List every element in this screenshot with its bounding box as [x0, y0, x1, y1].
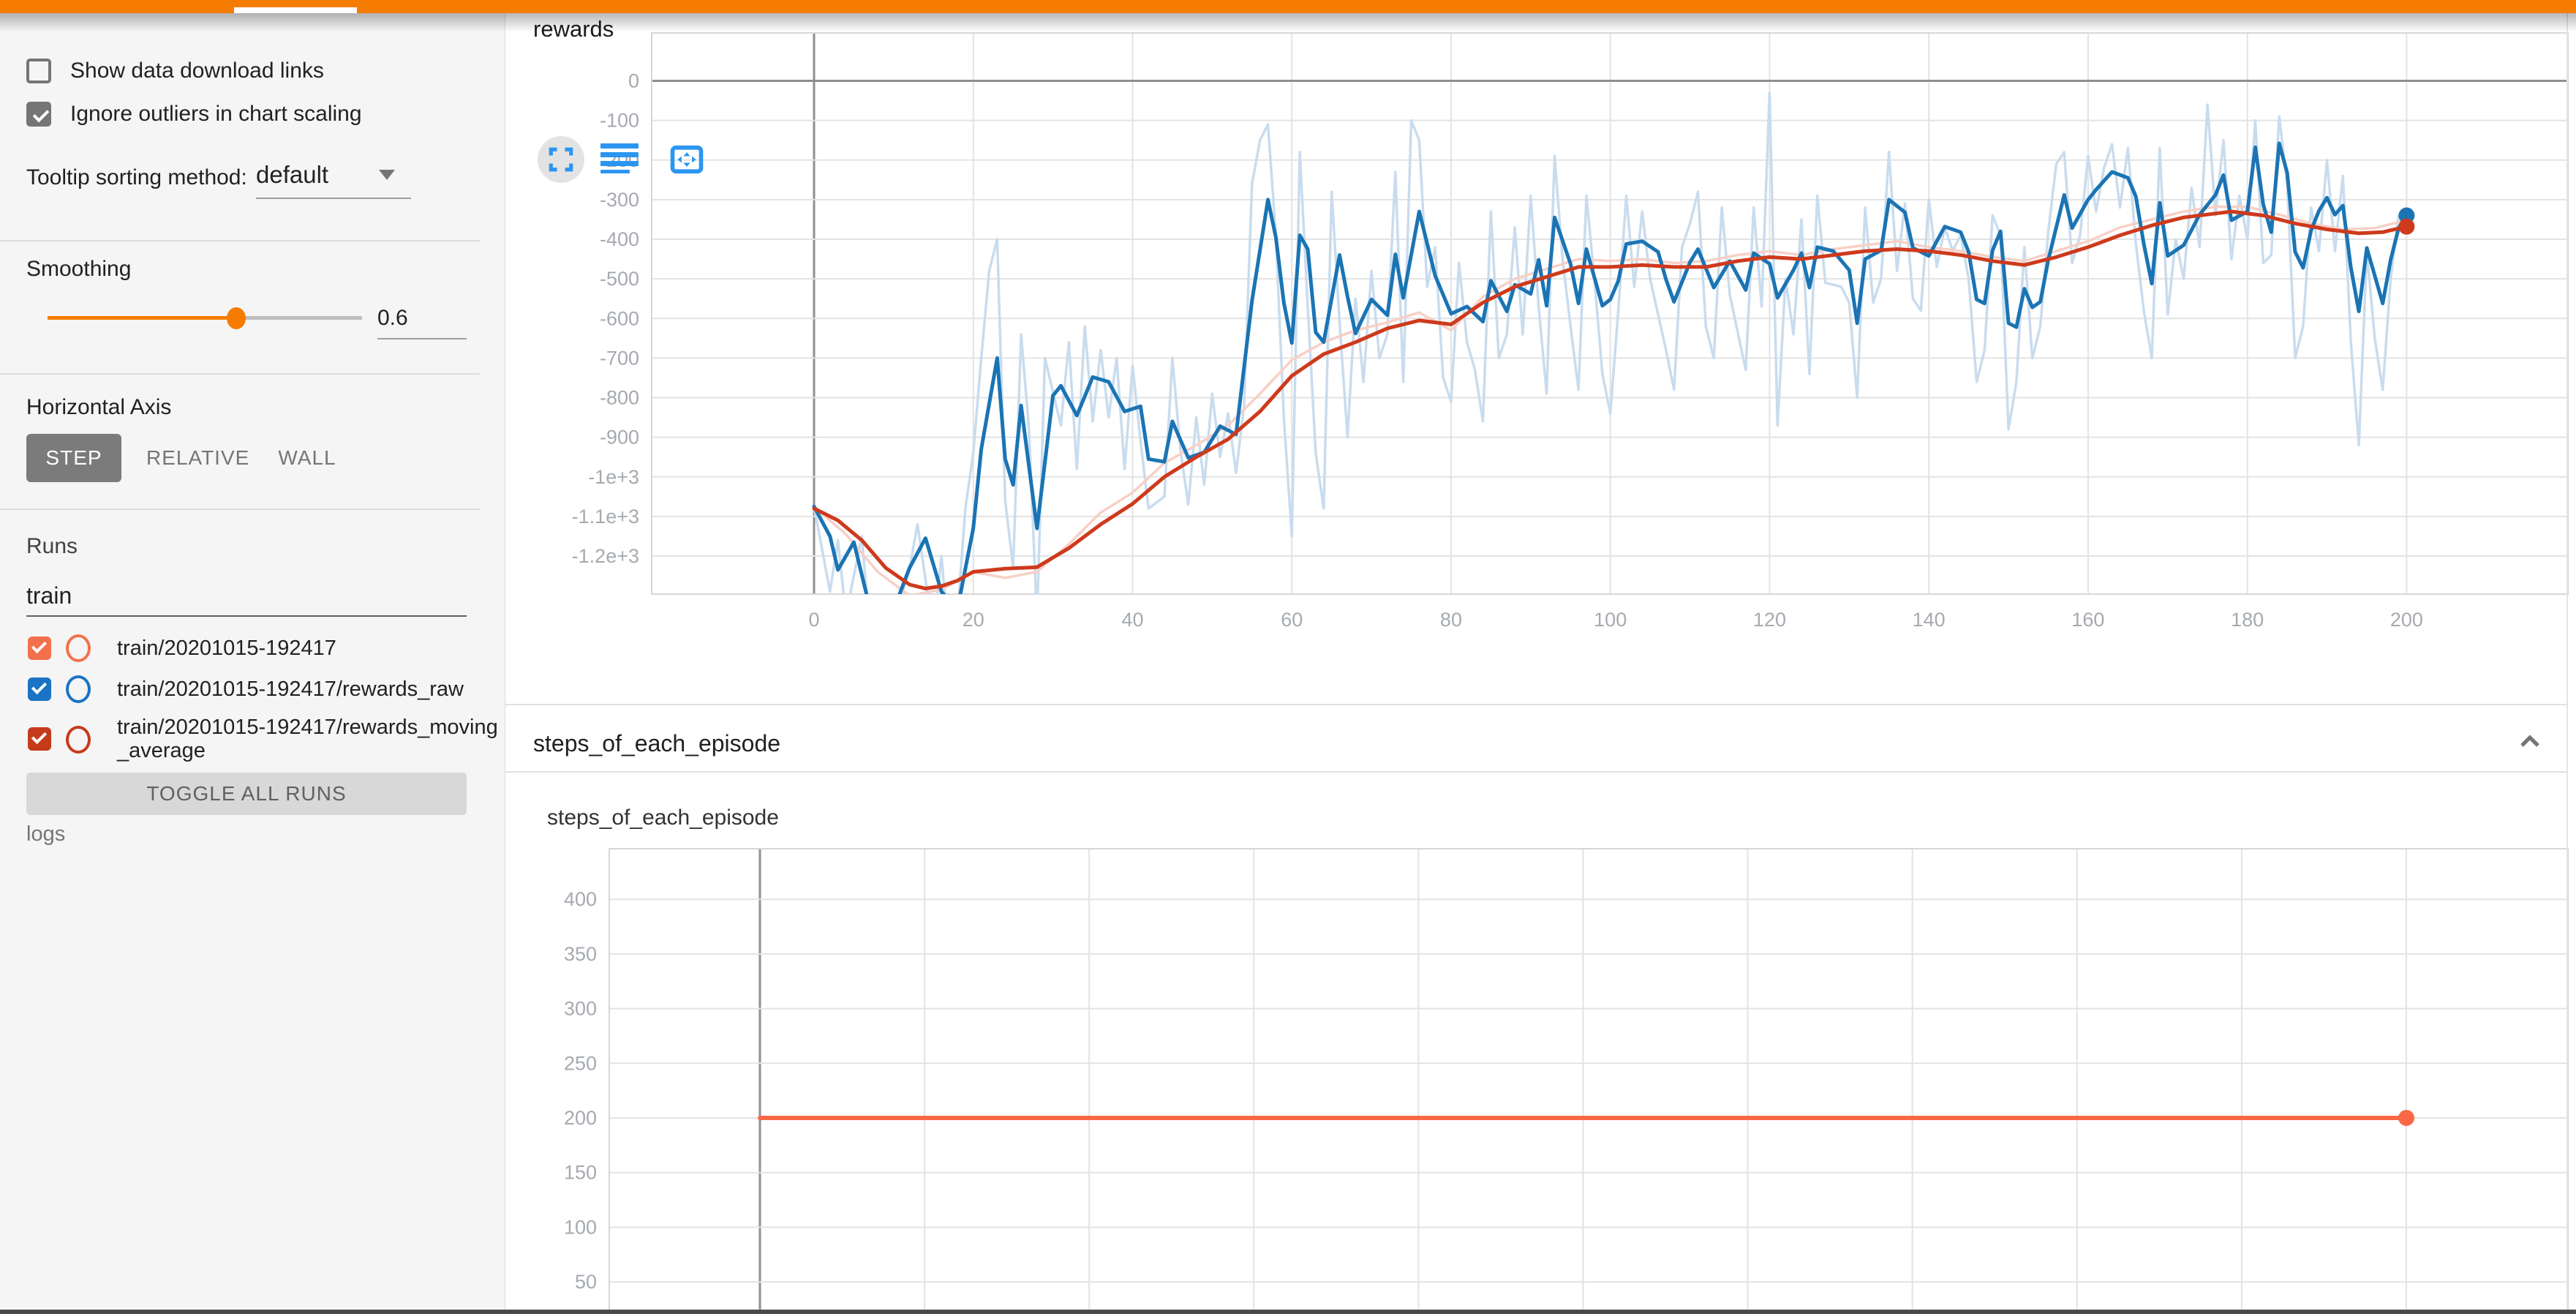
run-checkbox[interactable]	[28, 727, 51, 751]
svg-text:180: 180	[2231, 609, 2264, 631]
svg-text:200: 200	[2390, 609, 2423, 631]
sidebar-divider	[0, 508, 480, 510]
svg-text:100: 100	[1594, 609, 1627, 631]
run-row[interactable]: train/20201015-192417/rewards_moving_ave…	[28, 716, 505, 762]
svg-text:250: 250	[564, 1052, 597, 1074]
app-bar	[0, 0, 2576, 13]
svg-text:40: 40	[1121, 609, 1143, 631]
axis-step-button[interactable]: STEP	[26, 434, 121, 482]
smoothing-value-underline	[377, 338, 467, 339]
svg-text:-900: -900	[600, 427, 639, 448]
svg-text:50: 50	[575, 1271, 597, 1293]
run-label: train/20201015-192417	[117, 637, 336, 660]
show-data-download-links-checkbox[interactable]	[26, 59, 51, 83]
steps-chart-title: steps_of_each_episode	[547, 806, 779, 830]
show-data-download-links-checkbox-row[interactable]: Show data download links	[26, 59, 324, 83]
run-label: train/20201015-192417/rewards_moving_ave…	[117, 716, 498, 762]
run-row[interactable]: train/20201015-192417	[28, 634, 336, 662]
steps-chart[interactable]: 400 350 300 250 200 150 100 50	[505, 841, 2576, 1314]
main-content: rewards 0 20 40 60 80 100 120 140 160 180 200 0 -100…	[505, 13, 2576, 1314]
dropdown-underline	[256, 198, 411, 199]
expand-chart-icon[interactable]	[545, 143, 577, 179]
svg-text:200: 200	[564, 1107, 597, 1129]
svg-text:140: 140	[1913, 609, 1946, 631]
ignore-outliers-checkbox-row[interactable]: Ignore outliers in chart scaling	[26, 102, 362, 127]
collapse-section-chevron[interactable]	[2512, 724, 2547, 763]
horizontal-axis-label: Horizontal Axis	[26, 395, 172, 419]
run-row[interactable]: train/20201015-192417/rewards_raw	[28, 675, 464, 703]
rewards-chart[interactable]: 0 20 40 60 80 100 120 140 160 180 2000-100-200-300…	[505, 29, 2576, 653]
svg-text:120: 120	[1753, 609, 1786, 631]
svg-text:80: 80	[1440, 609, 1462, 631]
toolbar-hover-circle	[538, 136, 584, 183]
svg-text:160: 160	[2071, 609, 2104, 631]
runs-filter-underline	[26, 615, 467, 617]
run-label: train/20201015-192417/rewards_raw	[117, 677, 464, 701]
svg-text:60: 60	[1281, 609, 1303, 631]
svg-text:20: 20	[963, 609, 984, 631]
svg-text:-1.2e+3: -1.2e+3	[572, 545, 639, 567]
svg-text:350: 350	[564, 943, 597, 965]
svg-text:400: 400	[564, 888, 597, 910]
svg-text:0: 0	[808, 609, 819, 631]
svg-text:-400: -400	[600, 228, 639, 250]
run-color-radio[interactable]	[66, 634, 91, 662]
chevron-up-icon	[2520, 735, 2539, 747]
smoothing-value-input[interactable]: 0.6	[377, 306, 408, 330]
sidebar-divider	[0, 240, 480, 241]
toggle-all-runs-button[interactable]: TOGGLE ALL RUNS	[26, 773, 467, 815]
svg-text:-800: -800	[600, 387, 639, 409]
run-color-radio[interactable]	[66, 675, 91, 703]
svg-text:100: 100	[564, 1216, 597, 1238]
steps-section-header: steps_of_each_episode	[533, 730, 781, 757]
svg-text:-700: -700	[600, 347, 639, 369]
svg-text:300: 300	[564, 998, 597, 1020]
window-bottom-border	[0, 1310, 2576, 1314]
tooltip-sorting-select[interactable]: default	[256, 161, 329, 188]
run-checkbox[interactable]	[28, 637, 51, 660]
axis-wall-button[interactable]: WALL	[278, 446, 336, 469]
smoothing-slider-fill	[48, 316, 236, 320]
checkbox-label: Ignore outliers in chart scaling	[70, 102, 362, 126]
svg-text:-600: -600	[600, 307, 639, 329]
svg-text:-1e+3: -1e+3	[588, 466, 639, 488]
tooltip-sorting-label: Tooltip sorting method:	[26, 165, 247, 189]
sidebar-divider	[0, 373, 480, 375]
section-divider	[505, 771, 2568, 773]
data-table-icon[interactable]	[600, 143, 639, 177]
svg-text:-500: -500	[600, 268, 639, 290]
svg-text:-300: -300	[600, 189, 639, 211]
rewards-chart-title: rewards	[533, 16, 614, 42]
smoothing-label: Smoothing	[26, 257, 132, 281]
active-tab-indicator	[234, 7, 357, 13]
dropdown-arrow-icon[interactable]	[379, 170, 395, 180]
section-divider	[505, 704, 2568, 705]
smoothing-slider-handle[interactable]	[227, 307, 246, 329]
svg-text:0: 0	[628, 70, 639, 92]
run-checkbox[interactable]	[28, 677, 51, 701]
svg-text:-100: -100	[600, 110, 639, 132]
run-color-radio[interactable]	[66, 726, 91, 754]
svg-text:150: 150	[564, 1162, 597, 1184]
runs-filter-input[interactable]: train	[26, 582, 72, 609]
checkbox-label: Show data download links	[70, 59, 324, 83]
svg-text:-1.1e+3: -1.1e+3	[572, 506, 639, 528]
settings-sidebar: Show data download links Ignore outliers…	[0, 13, 505, 1314]
runs-label: Runs	[26, 534, 78, 558]
content-right-edge	[2566, 13, 2568, 1314]
fit-domain-icon[interactable]	[666, 140, 707, 182]
ignore-outliers-checkbox[interactable]	[26, 102, 51, 127]
axis-relative-button[interactable]: RELATIVE	[146, 446, 250, 469]
logdir-label: logs	[26, 822, 66, 846]
